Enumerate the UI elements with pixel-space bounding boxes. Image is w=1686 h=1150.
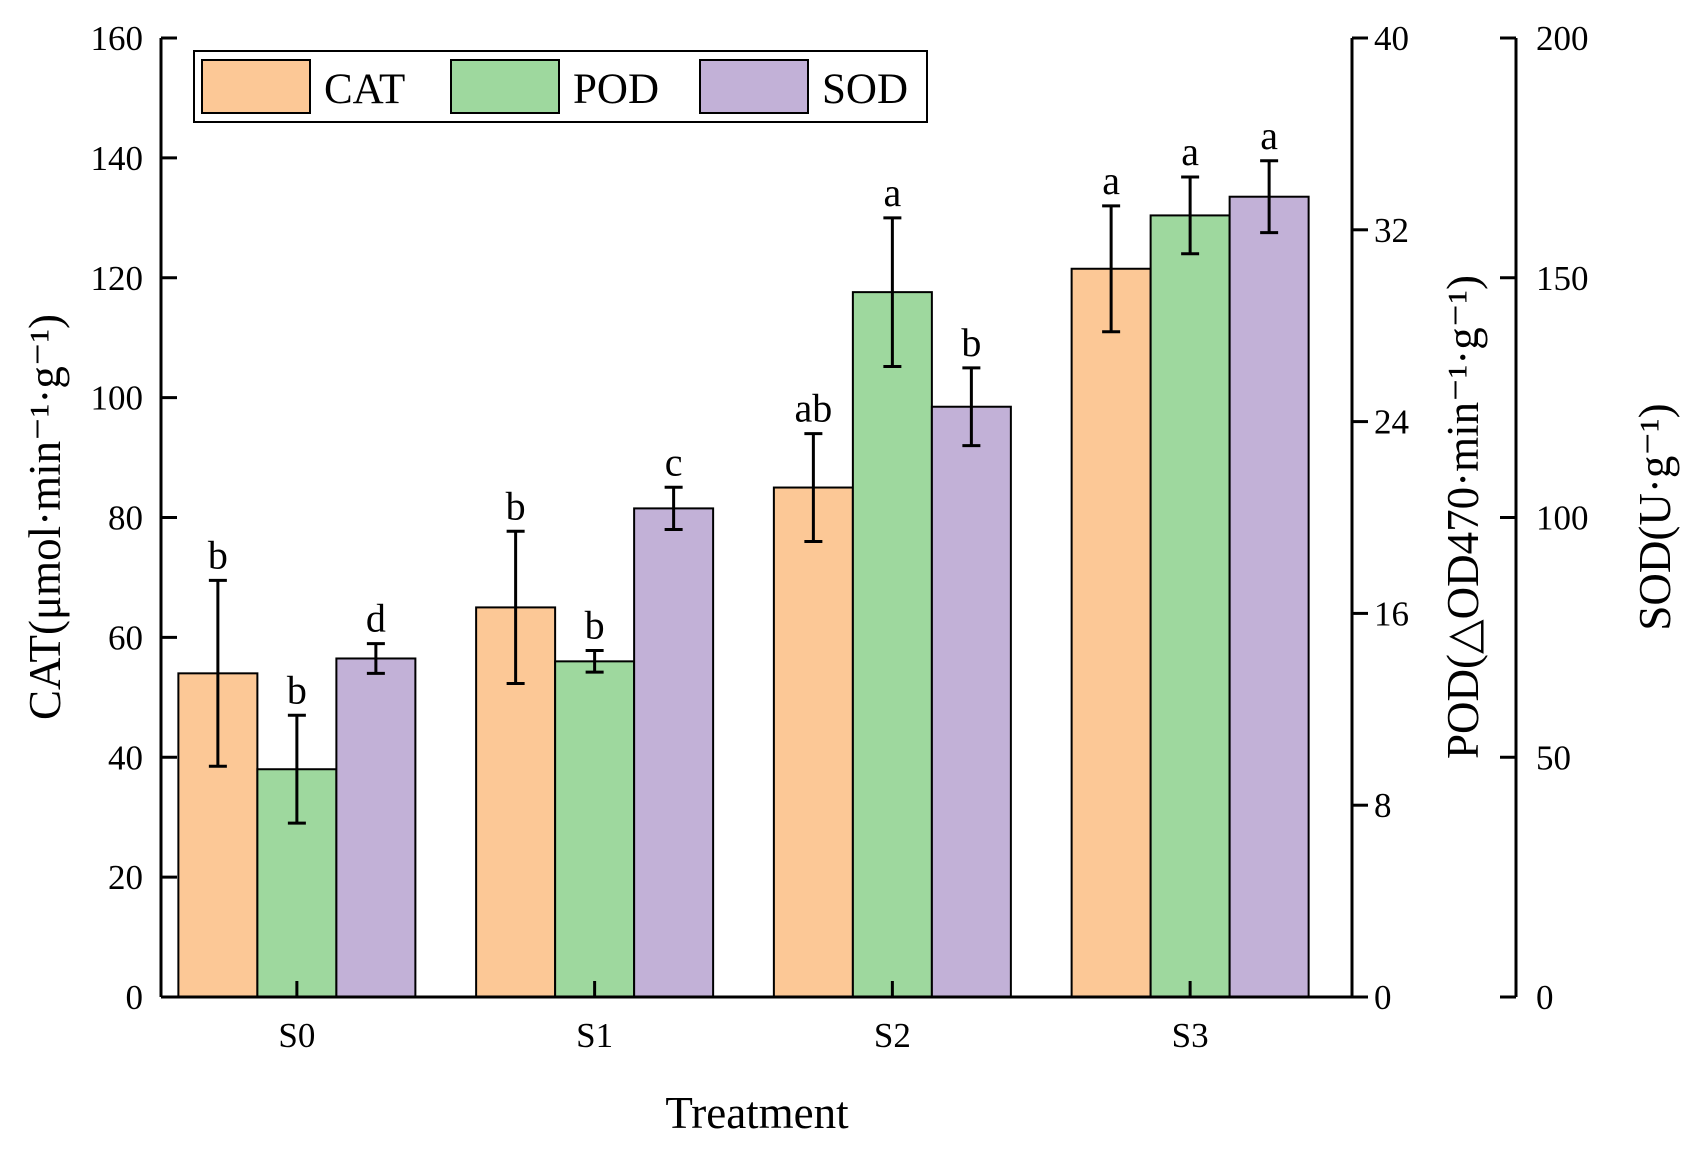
y-tick-label-pod: 0 — [1374, 978, 1392, 1017]
significance-letter: b — [287, 667, 307, 712]
x-axis-title: Treatment — [665, 1088, 849, 1138]
y-axis-title-cat: CAT(μmol·min⁻¹·g⁻¹) — [20, 314, 70, 720]
y-tick-label-cat: 140 — [91, 139, 144, 178]
bar-cat-s2 — [772, 486, 854, 998]
y-tick-label-pod: 32 — [1374, 211, 1409, 250]
bar-sod-s2 — [930, 405, 1012, 999]
significance-letter: a — [1181, 129, 1199, 174]
legend-label-pod: POD — [573, 66, 659, 113]
significance-letter: b — [585, 603, 605, 648]
x-tick-label: S1 — [576, 1016, 613, 1055]
y-tick-label-pod: 24 — [1374, 403, 1409, 442]
bar-sod-s1 — [633, 507, 715, 998]
y-tick-label-pod: 40 — [1374, 19, 1409, 58]
y-tick-label-cat: 160 — [91, 19, 144, 58]
y-tick-label-cat: 100 — [91, 379, 144, 418]
y-tick-label-cat: 0 — [126, 978, 144, 1017]
legend-swatch-pod — [450, 59, 560, 114]
y-tick-label-cat: 40 — [108, 738, 143, 777]
y-tick-label-sod: 200 — [1536, 19, 1589, 58]
bar-pod-s1 — [554, 660, 636, 998]
x-tick-label: S2 — [874, 1016, 911, 1055]
bar-sod-s0 — [335, 657, 417, 999]
y-tick-label-cat: 120 — [91, 259, 144, 298]
significance-letter: b — [961, 320, 981, 365]
legend-swatch-sod — [699, 59, 809, 114]
significance-letter: a — [883, 170, 901, 215]
bar-pod-s3 — [1149, 214, 1231, 999]
y-tick-label-cat: 60 — [108, 618, 143, 657]
bar-sod-s3 — [1228, 195, 1310, 999]
bar-pod-s2 — [851, 291, 933, 998]
y-tick-label-cat: 80 — [108, 499, 143, 538]
y-tick-label-pod: 16 — [1374, 594, 1409, 633]
significance-letter: d — [366, 596, 386, 641]
significance-letter: b — [506, 483, 526, 528]
significance-letter: b — [208, 532, 228, 577]
bar-cat-s3 — [1070, 267, 1152, 998]
legend-label-cat: CAT — [324, 66, 405, 113]
legend-swatch-cat — [201, 59, 311, 114]
legend-label-sod: SOD — [822, 66, 908, 113]
significance-letter: ab — [794, 386, 832, 431]
y-tick-label-sod: 0 — [1536, 978, 1554, 1017]
significance-letter: a — [1260, 113, 1278, 158]
legend: CAT POD SOD — [193, 50, 928, 123]
y-tick-label-sod: 100 — [1536, 499, 1589, 538]
y-tick-label-sod: 150 — [1536, 259, 1589, 298]
y-tick-label-cat: 20 — [108, 858, 143, 897]
significance-letter: c — [665, 439, 683, 484]
significance-letter: a — [1102, 158, 1120, 203]
y-tick-label-pod: 8 — [1374, 786, 1392, 825]
axes-layer: 0 20 40 60 80 100 120 140 160 0 8 16 24 32 40 0 50 100 150… — [91, 19, 1589, 1055]
y-axis-title-sod: SOD(U·g⁻¹) — [1630, 403, 1680, 630]
y-axis-title-pod: POD(△OD470·min⁻¹·g⁻¹) — [1438, 275, 1488, 759]
x-tick-label: S3 — [1172, 1016, 1209, 1055]
x-tick-label: S0 — [278, 1016, 315, 1055]
y-tick-label-sod: 50 — [1536, 738, 1571, 777]
